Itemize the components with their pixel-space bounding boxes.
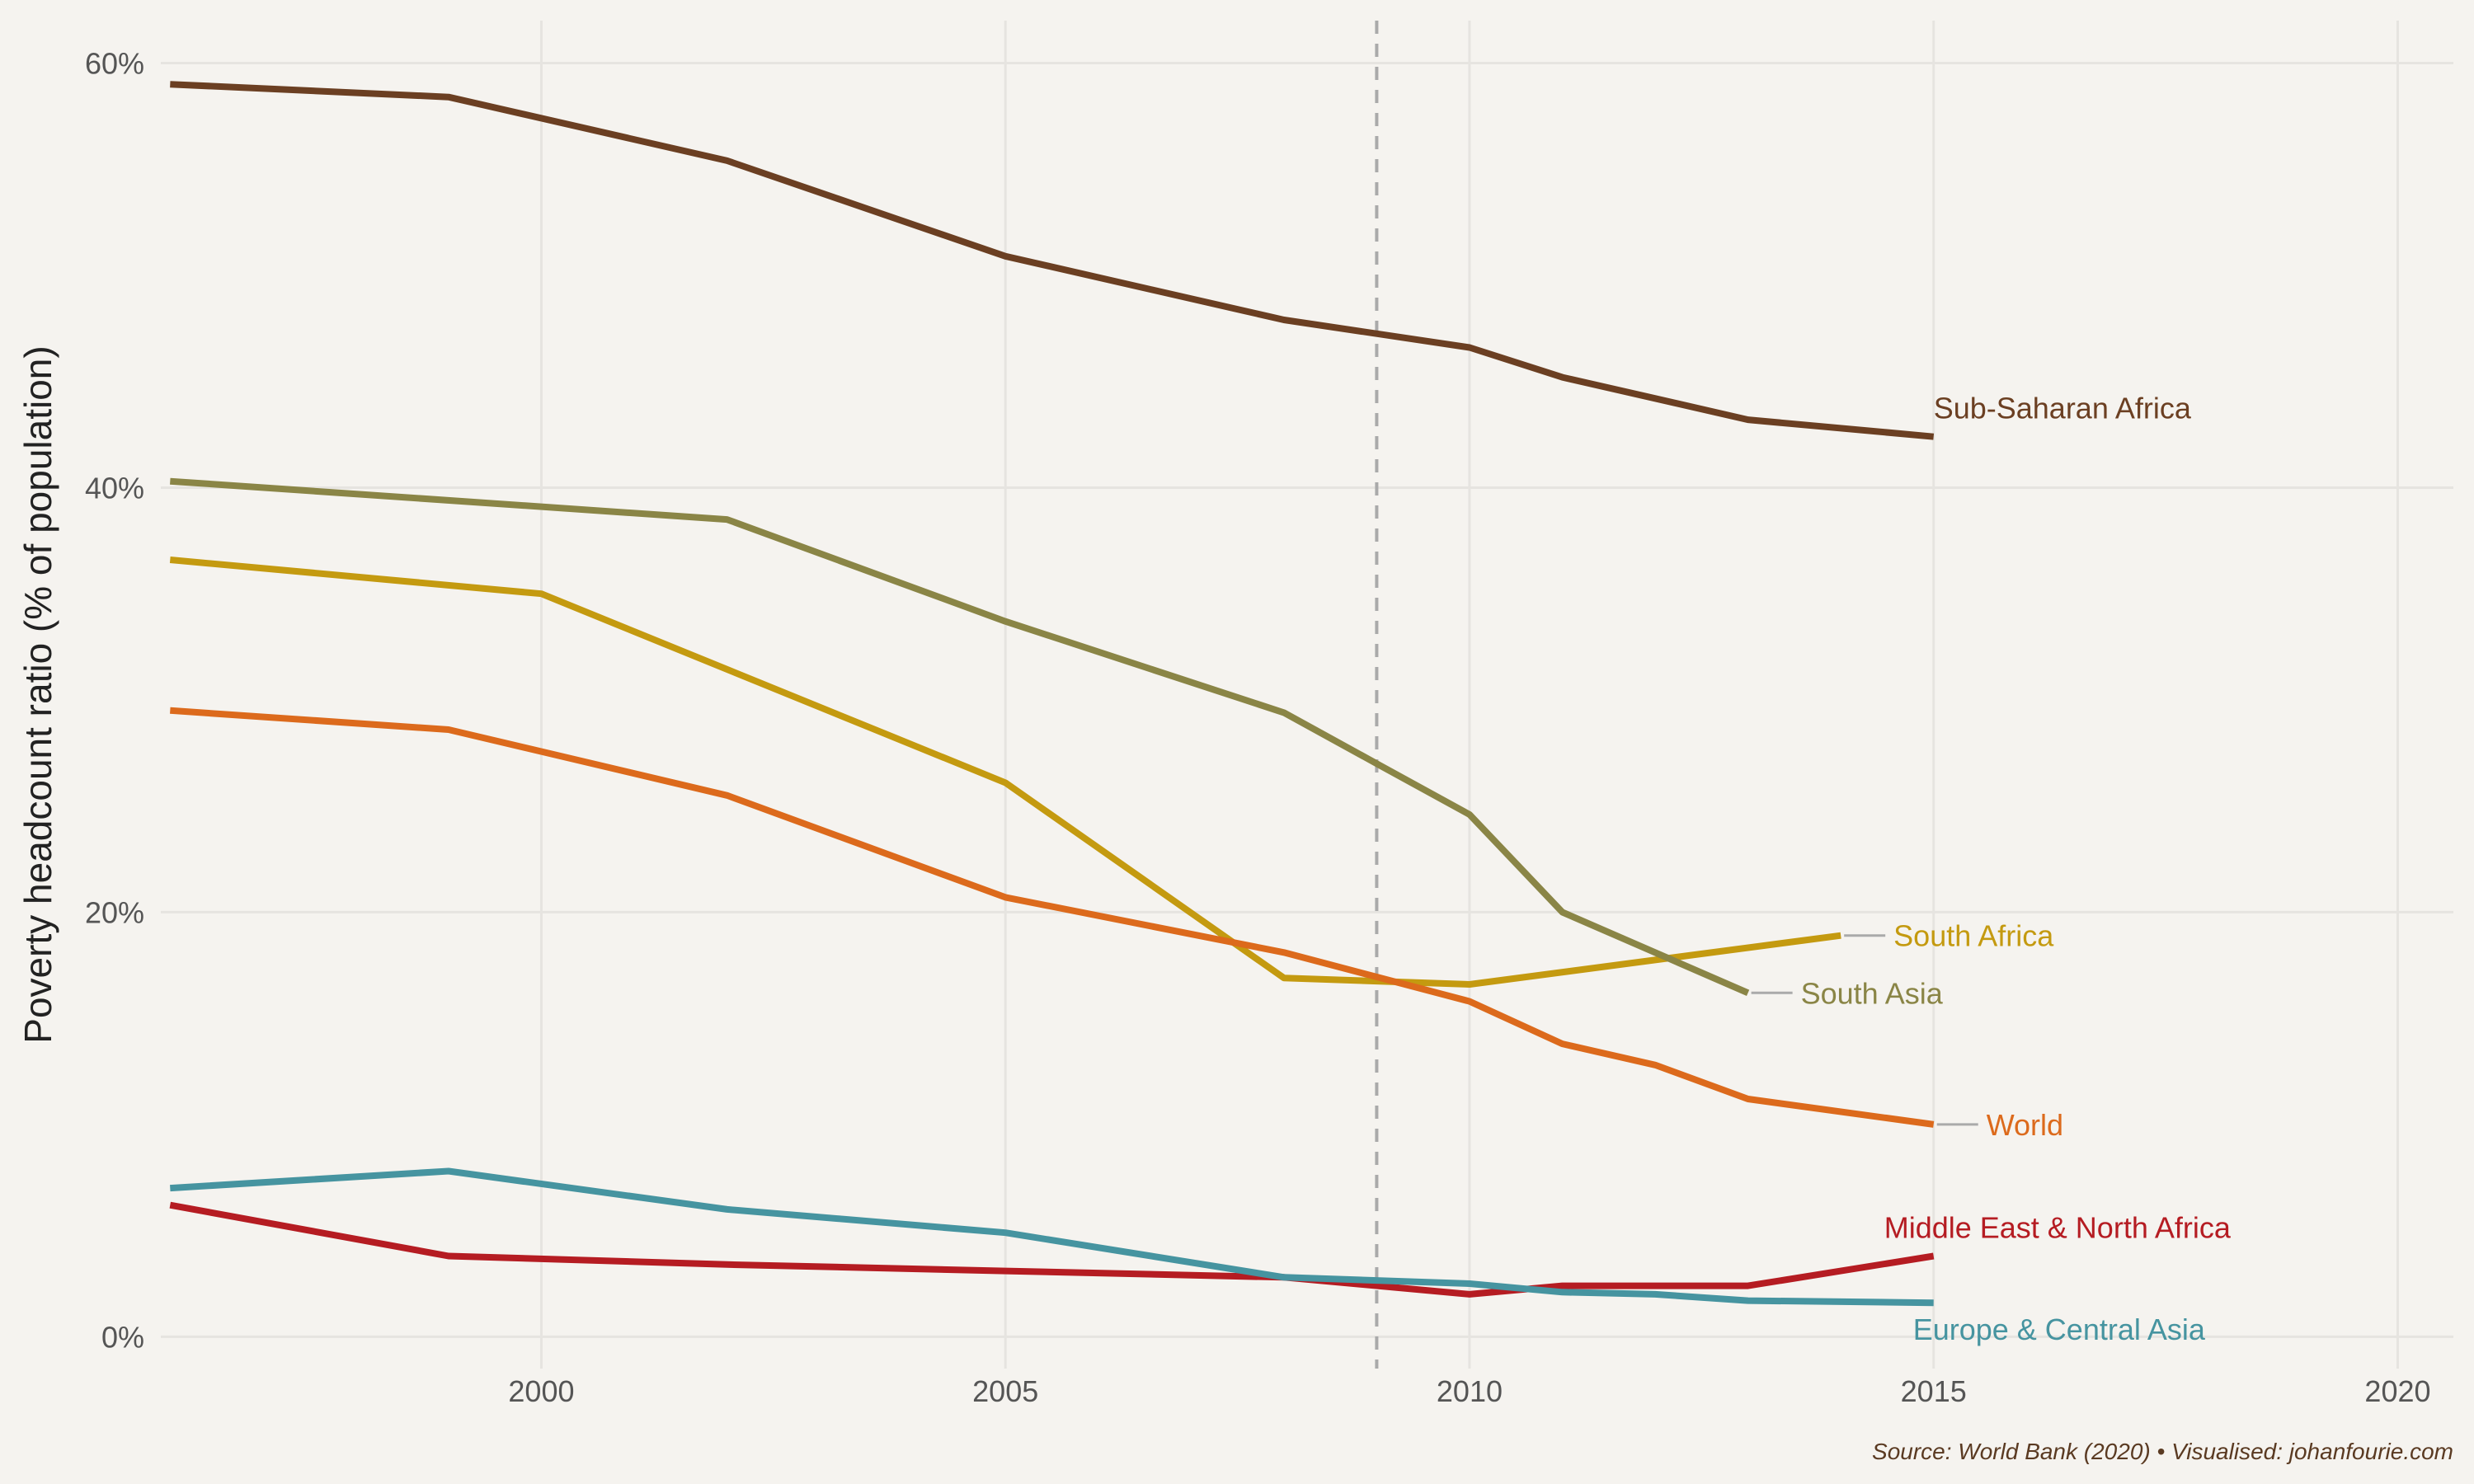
x-tick-label: 2020 <box>2364 1374 2430 1408</box>
series-group <box>169 81 1935 1307</box>
x-tick-label: 2000 <box>508 1374 574 1408</box>
series-line-sub-saharan-africa <box>170 81 1935 440</box>
grid <box>161 21 2453 1369</box>
x-tick-label: 2015 <box>1901 1374 1967 1408</box>
series-labels: Sub-Saharan Africa South Africa South Asia… <box>1751 392 2232 1346</box>
series-label-south-africa: South Africa <box>1893 919 2054 953</box>
y-tick-label: 0% <box>101 1320 144 1354</box>
source-caption: Source: World Bank (2020) • Visualised: … <box>1872 1439 2453 1464</box>
series-label-europe-central-asia: Europe & Central Asia <box>1913 1313 2206 1346</box>
series-label-middle-east-north-africa: Middle East & North Africa <box>1884 1211 2232 1245</box>
x-tick-label: 2005 <box>972 1374 1038 1408</box>
series-line-south-africa <box>169 556 1841 988</box>
series-line-world <box>170 707 1935 1128</box>
series-line-middle-east-north-africa <box>169 1201 1935 1298</box>
series-line-south-asia <box>170 477 1750 996</box>
y-axis-title: Poverty headcount ratio (% of population… <box>16 345 59 1043</box>
series-line-europe-central-asia <box>170 1167 1934 1307</box>
y-tick-label: 60% <box>85 46 144 80</box>
y-tick-label: 20% <box>85 895 144 929</box>
x-tick-label: 2010 <box>1437 1374 1503 1408</box>
series-label-world: World <box>1987 1108 2063 1142</box>
y-tick-label: 40% <box>85 471 144 505</box>
axes: 2000 2005 2010 2015 2020 0% 20% 40% 60% <box>85 46 2431 1408</box>
series-label-sub-saharan-africa: Sub-Saharan Africa <box>1934 392 2192 425</box>
series-label-south-asia: South Asia <box>1801 976 1944 1010</box>
